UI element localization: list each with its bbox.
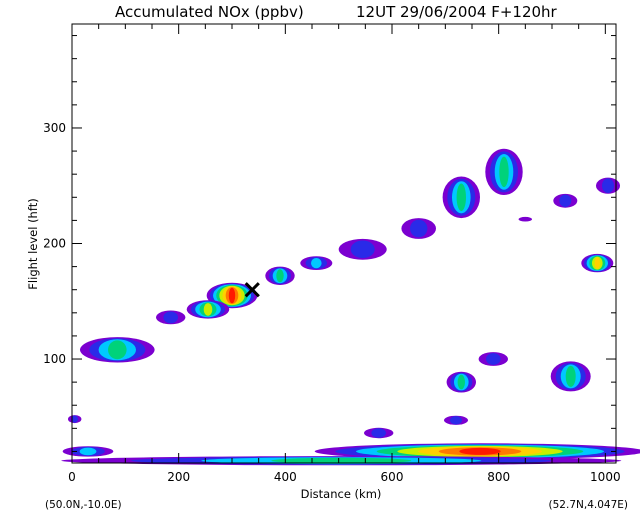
- y-tick-label: 300: [43, 121, 66, 135]
- contour-band: [371, 428, 387, 438]
- y-axis: 100 200 300: [43, 35, 616, 452]
- contour-band: [71, 415, 78, 423]
- chart-title: Accumulated NOx (ppbv): [115, 3, 304, 21]
- start-location-label: (50.0N,-10.0E): [45, 499, 122, 511]
- nox-plume: [186, 300, 230, 319]
- contour-band: [79, 447, 97, 456]
- contour-band: [108, 340, 127, 360]
- nox-plume: [300, 256, 333, 270]
- contour-band: [457, 374, 465, 390]
- contour-band: [459, 447, 501, 455]
- contour-band: [350, 240, 375, 259]
- nox-plume: [444, 415, 468, 425]
- nox-plume: [401, 218, 437, 239]
- x-tick-label: 1000: [590, 470, 621, 484]
- contour-field: [61, 148, 640, 466]
- contour-band: [486, 353, 501, 365]
- nox-plume: [581, 253, 614, 273]
- contour-band: [271, 457, 412, 464]
- chart-subtitle: 12UT 29/06/2004 F+120hr: [356, 3, 558, 21]
- contour-band: [602, 178, 614, 193]
- contour-band: [499, 156, 509, 188]
- x-axis-label: Distance (km): [301, 487, 382, 501]
- nox-plume: [314, 443, 640, 460]
- end-location-label: (52.7N,4.047E): [549, 499, 628, 511]
- nox-plume: [596, 177, 620, 194]
- contour-band: [559, 194, 572, 207]
- x-tick-label: 800: [487, 470, 510, 484]
- contour-band: [456, 183, 466, 212]
- contour-band: [228, 287, 236, 304]
- nox-plume: [68, 415, 82, 424]
- contour-band: [565, 365, 576, 387]
- aircraft-position-marker: [244, 282, 260, 298]
- y-tick-label: 100: [43, 352, 66, 366]
- nox-plume: [61, 456, 622, 466]
- contour-band: [518, 216, 532, 222]
- y-tick-label: 200: [43, 237, 66, 251]
- y-axis-label: Flight level (hft): [26, 198, 40, 289]
- contour-band: [203, 303, 213, 316]
- nox-plume: [446, 371, 476, 393]
- x-axis: 0 200 400 600 800 1000: [68, 24, 621, 484]
- contour-band: [311, 258, 322, 269]
- contour-band: [410, 219, 428, 238]
- contour-band: [594, 257, 600, 269]
- nox-plume: [485, 148, 523, 195]
- nox-plume: [338, 238, 387, 260]
- nox-plume: [550, 361, 591, 392]
- nox-plume: [442, 176, 480, 219]
- contour-band: [450, 416, 462, 425]
- nox-plume: [553, 193, 578, 208]
- contour-band: [163, 311, 178, 324]
- nox-plume: [80, 337, 155, 363]
- nox-plume: [156, 310, 186, 325]
- nox-plume: [518, 216, 532, 222]
- nox-plume: [265, 266, 295, 285]
- nox-plume: [478, 352, 508, 366]
- nox-plume: [364, 427, 394, 439]
- contour-band: [276, 269, 284, 283]
- nox-plume: [62, 446, 114, 457]
- marker-stroke: [244, 282, 260, 298]
- x-tick-label: 200: [167, 470, 190, 484]
- x-tick-label: 600: [381, 470, 404, 484]
- x-tick-label: 0: [68, 470, 76, 484]
- x-tick-label: 400: [274, 470, 297, 484]
